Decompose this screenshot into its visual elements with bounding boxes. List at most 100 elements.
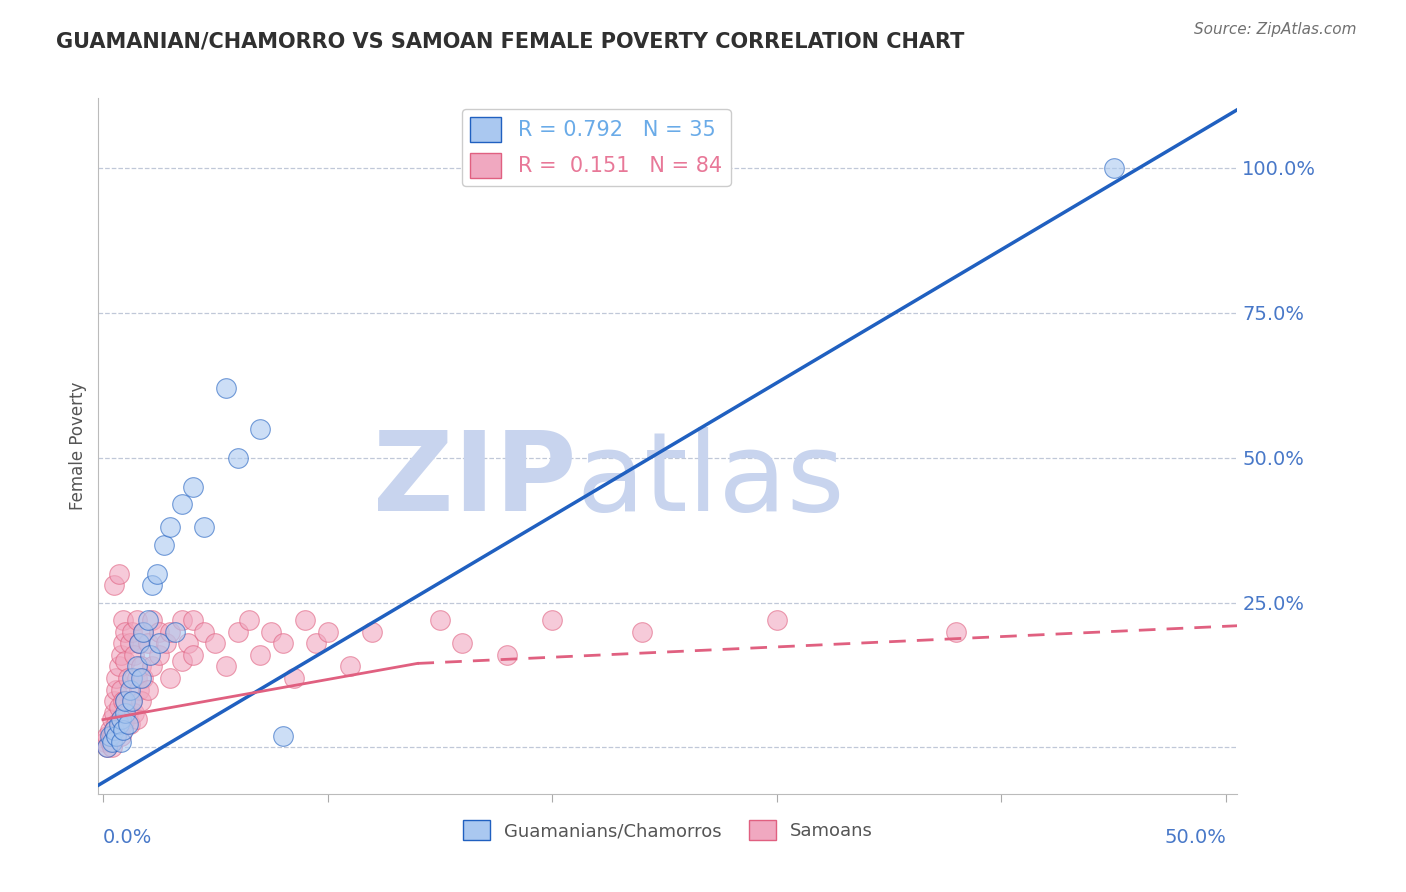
Point: [204, 636, 226, 650]
Point: [112, 717, 135, 731]
Point: [170, 497, 193, 511]
Point: [159, 520, 181, 534]
Point: [181, 480, 204, 494]
Point: [163, 624, 186, 639]
Point: [107, 699, 129, 714]
Point: [121, 694, 143, 708]
Point: [110, 682, 132, 697]
Point: [114, 653, 136, 667]
Point: [451, 636, 474, 650]
Point: [103, 694, 125, 708]
Point: [118, 636, 141, 650]
Point: [177, 636, 200, 650]
Point: [193, 624, 215, 639]
Point: [112, 723, 135, 737]
Point: [271, 729, 294, 743]
Point: [103, 706, 125, 720]
Text: ZIP: ZIP: [374, 427, 576, 534]
Point: [121, 671, 143, 685]
Point: [541, 613, 564, 627]
Point: [110, 712, 132, 726]
Point: [105, 717, 128, 731]
Point: [128, 682, 150, 697]
Point: [117, 671, 139, 685]
Point: [105, 682, 128, 697]
Point: [136, 682, 159, 697]
Point: [105, 729, 128, 743]
Point: [96, 740, 118, 755]
Point: [98, 729, 121, 743]
Point: [124, 648, 146, 662]
Point: [132, 624, 155, 639]
Point: [496, 648, 519, 662]
Text: 50.0%: 50.0%: [1164, 828, 1226, 847]
Point: [103, 723, 125, 737]
Point: [107, 723, 129, 737]
Point: [94, 735, 117, 749]
Point: [132, 671, 155, 685]
Point: [118, 682, 141, 697]
Point: [112, 636, 135, 650]
Point: [114, 694, 136, 708]
Point: [110, 735, 132, 749]
Point: [226, 450, 249, 465]
Point: [114, 694, 136, 708]
Point: [141, 659, 163, 673]
Point: [146, 566, 169, 581]
Point: [141, 613, 163, 627]
Point: [361, 624, 384, 639]
Point: [103, 723, 125, 737]
Point: [110, 729, 132, 743]
Point: [271, 636, 294, 650]
Point: [226, 624, 249, 639]
Point: [181, 648, 204, 662]
Point: [114, 712, 136, 726]
Point: [101, 740, 124, 755]
Text: GUAMANIAN/CHAMORRO VS SAMOAN FEMALE POVERTY CORRELATION CHART: GUAMANIAN/CHAMORRO VS SAMOAN FEMALE POVE…: [56, 31, 965, 51]
Point: [155, 636, 177, 650]
Point: [260, 624, 283, 639]
Point: [170, 613, 193, 627]
Point: [136, 613, 159, 627]
Point: [294, 613, 316, 627]
Point: [238, 613, 260, 627]
Point: [159, 671, 181, 685]
Point: [305, 636, 328, 650]
Point: [181, 613, 204, 627]
Text: Source: ZipAtlas.com: Source: ZipAtlas.com: [1194, 22, 1357, 37]
Point: [110, 648, 132, 662]
Point: [105, 671, 128, 685]
Point: [114, 624, 136, 639]
Point: [98, 723, 121, 737]
Point: [136, 636, 159, 650]
Point: [112, 613, 135, 627]
Point: [101, 735, 124, 749]
Text: atlas: atlas: [576, 427, 845, 534]
Point: [132, 624, 155, 639]
Point: [249, 422, 271, 436]
Point: [129, 694, 152, 708]
Point: [124, 706, 146, 720]
Text: 0.0%: 0.0%: [103, 828, 152, 847]
Point: [125, 613, 148, 627]
Point: [170, 653, 193, 667]
Point: [141, 578, 163, 592]
Point: [129, 671, 152, 685]
Point: [112, 694, 135, 708]
Point: [110, 712, 132, 726]
Point: [1102, 161, 1125, 175]
Point: [765, 613, 787, 627]
Y-axis label: Female Poverty: Female Poverty: [69, 382, 87, 510]
Point: [121, 694, 143, 708]
Point: [103, 578, 125, 592]
Point: [101, 729, 124, 743]
Point: [631, 624, 654, 639]
Legend: Guamanians/Chamorros, Samoans: Guamanians/Chamorros, Samoans: [456, 814, 880, 847]
Point: [316, 624, 339, 639]
Point: [148, 636, 170, 650]
Point: [159, 624, 181, 639]
Point: [128, 636, 150, 650]
Point: [215, 381, 238, 395]
Point: [98, 735, 121, 749]
Point: [125, 671, 148, 685]
